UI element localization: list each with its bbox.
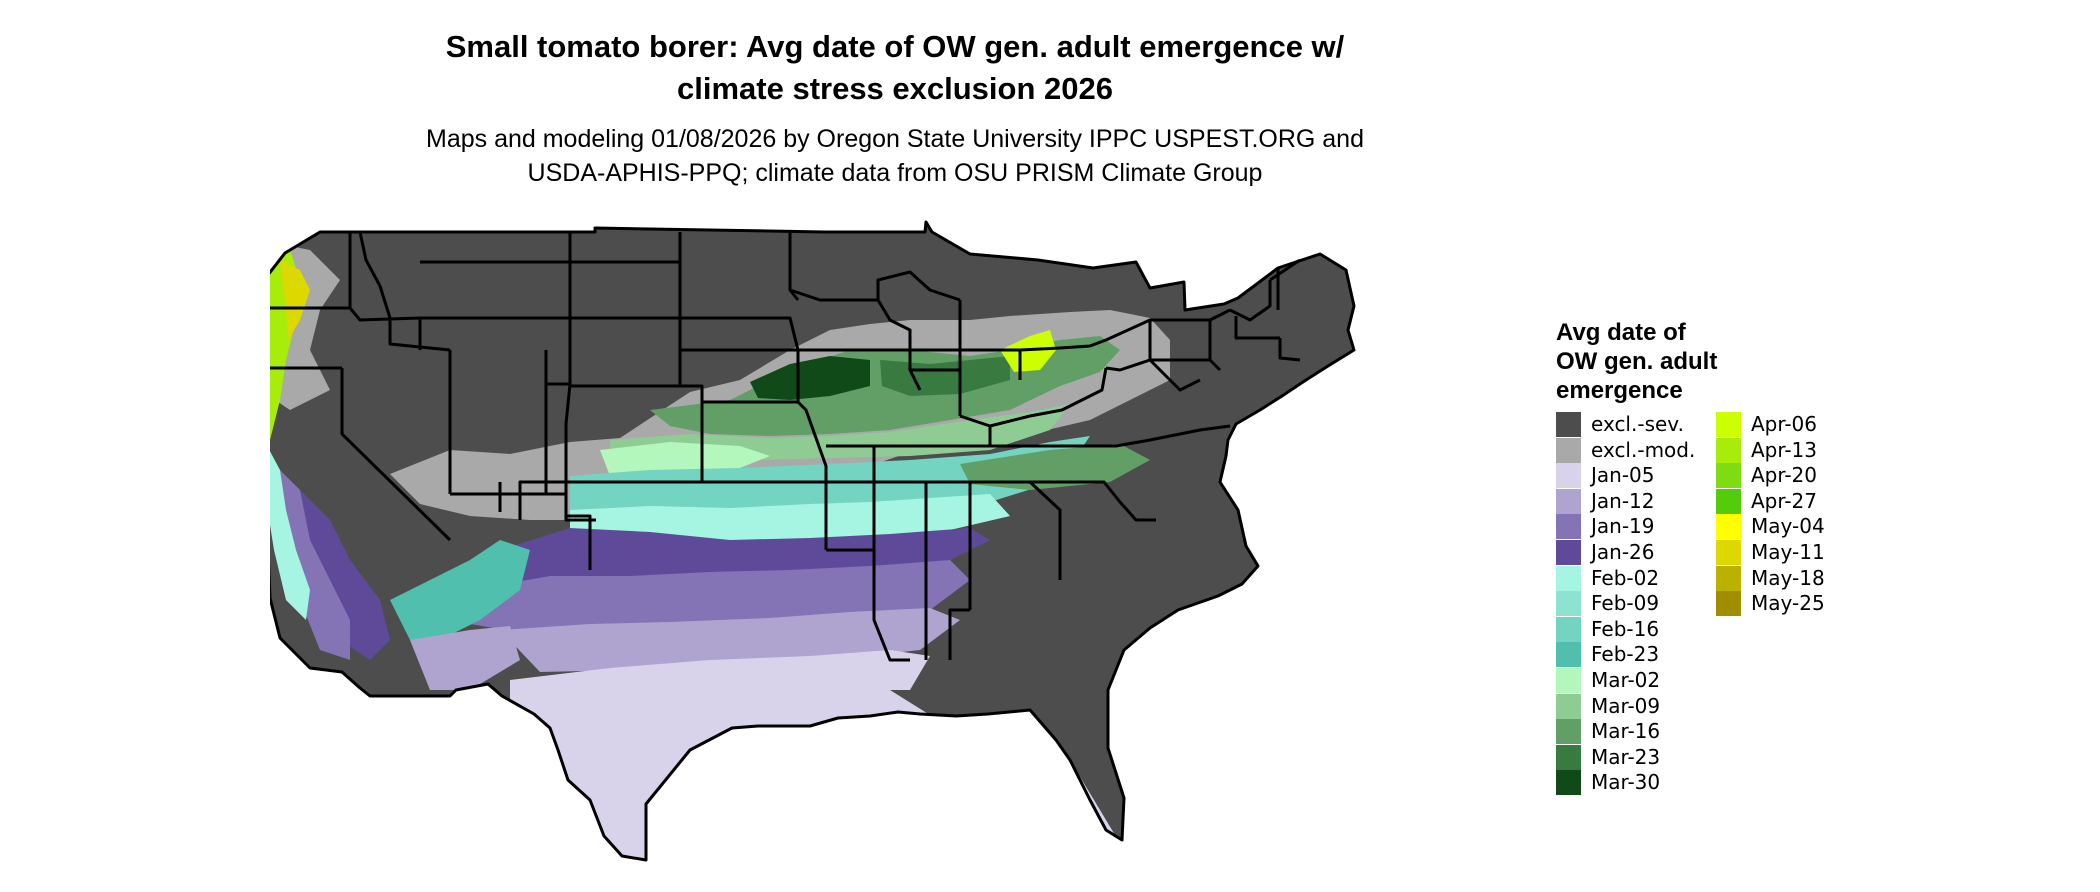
legend-label: Apr-27 bbox=[1751, 488, 1817, 513]
legend-swatch bbox=[1556, 540, 1581, 565]
jan-12-southwest-patch bbox=[410, 626, 520, 690]
legend-swatch bbox=[1716, 437, 1741, 463]
legend-swatch bbox=[1556, 668, 1581, 693]
mar-dark-green-patch bbox=[750, 356, 870, 400]
jan-26-california bbox=[296, 490, 390, 660]
legend-swatch bbox=[1716, 565, 1741, 591]
map-legend: Avg date of OW gen. adult emergence excl… bbox=[1556, 318, 1856, 818]
map-title-line-1: Small tomato borer: Avg date of OW gen. … bbox=[445, 29, 1345, 64]
jan-26-band bbox=[500, 528, 990, 584]
map-subtitle-line-2: USDA-APHIS-PPQ; climate data from OSU PR… bbox=[527, 159, 1263, 187]
legend-label: Feb-23 bbox=[1591, 642, 1660, 667]
legend-swatch bbox=[1716, 540, 1741, 565]
legend-swatch bbox=[1716, 514, 1741, 540]
legend-label: May-11 bbox=[1751, 540, 1825, 564]
legend-label: Mar-23 bbox=[1591, 744, 1661, 769]
legend-swatch bbox=[1556, 514, 1581, 540]
legend-swatch bbox=[1556, 412, 1581, 437]
legend-swatch bbox=[1556, 463, 1581, 489]
legend-swatch bbox=[1556, 744, 1581, 770]
northeast-boundaries bbox=[1105, 258, 1301, 392]
legend-label: Mar-09 bbox=[1591, 693, 1661, 718]
legend-label: Apr-06 bbox=[1751, 412, 1817, 436]
map-title: Small tomato borer: Avg date of OW gen. … bbox=[330, 26, 1460, 110]
legend-title-line-2: OW gen. adult bbox=[1556, 348, 1718, 375]
legend-label: Mar-30 bbox=[1591, 770, 1661, 795]
southern-boundaries bbox=[826, 424, 1231, 662]
mar-09-southeast-band bbox=[960, 444, 1150, 490]
map-subtitle-line-1: Maps and modeling 01/08/2026 by Oregon S… bbox=[426, 125, 1364, 153]
upper-midwest-boundaries bbox=[788, 232, 1108, 428]
legend-swatch bbox=[1716, 412, 1741, 437]
feb-02-california-coast bbox=[270, 440, 310, 620]
legend-label: Feb-16 bbox=[1591, 616, 1660, 641]
legend-swatch bbox=[1716, 591, 1741, 617]
feb-23-southwest-patch bbox=[390, 540, 530, 640]
legend-label: excl.-mod. bbox=[1591, 437, 1696, 462]
map-title-line-2: climate stress exclusion 2026 bbox=[677, 71, 1113, 106]
legend-swatch bbox=[1556, 616, 1581, 642]
legend-swatch bbox=[1556, 719, 1581, 745]
legend-label: Mar-02 bbox=[1591, 668, 1661, 692]
legend-swatch bbox=[1556, 565, 1581, 591]
legend-swatch bbox=[1556, 642, 1581, 668]
emergence-raster-layer bbox=[270, 222, 1354, 860]
us-outline bbox=[270, 220, 1356, 862]
legend-label: May-18 bbox=[1751, 565, 1825, 590]
mar-30-patch bbox=[880, 356, 1010, 396]
legend-label: Feb-02 bbox=[1591, 565, 1660, 590]
legend-label: Apr-13 bbox=[1751, 437, 1817, 462]
legend-swatch bbox=[1556, 693, 1581, 719]
legend-label: Jan-19 bbox=[1591, 514, 1655, 539]
legend-label: May-25 bbox=[1751, 591, 1825, 616]
feb-02-band bbox=[570, 494, 1010, 544]
legend-swatch bbox=[1556, 437, 1581, 463]
legend-swatch bbox=[1556, 488, 1581, 514]
legend-swatch bbox=[1716, 488, 1741, 514]
legend-title-line-3: emergence bbox=[1556, 377, 1683, 404]
jan-19-california bbox=[280, 470, 350, 660]
legend-label: Apr-20 bbox=[1751, 463, 1817, 488]
state-boundaries bbox=[270, 220, 1356, 862]
legend-label: excl.-sev. bbox=[1591, 412, 1684, 436]
legend-swatch bbox=[1556, 770, 1581, 796]
legend-title-line-1: Avg date of bbox=[1556, 319, 1686, 346]
legend-swatch bbox=[1556, 591, 1581, 617]
legend-label: May-04 bbox=[1751, 514, 1825, 539]
legend-label: Jan-12 bbox=[1591, 488, 1655, 513]
legend-title: Avg date of OW gen. adult emergence bbox=[1556, 318, 1796, 405]
legend-label: Jan-26 bbox=[1591, 540, 1655, 564]
may-pacific-coast-strip bbox=[280, 260, 310, 340]
legend-swatch bbox=[1716, 463, 1741, 489]
map-subtitle: Maps and modeling 01/08/2026 by Oregon S… bbox=[330, 122, 1460, 190]
legend-label: Mar-16 bbox=[1591, 719, 1661, 744]
us-emergence-map bbox=[270, 220, 1356, 862]
legend-label: Jan-05 bbox=[1591, 463, 1655, 488]
legend-label: Feb-09 bbox=[1591, 591, 1660, 616]
